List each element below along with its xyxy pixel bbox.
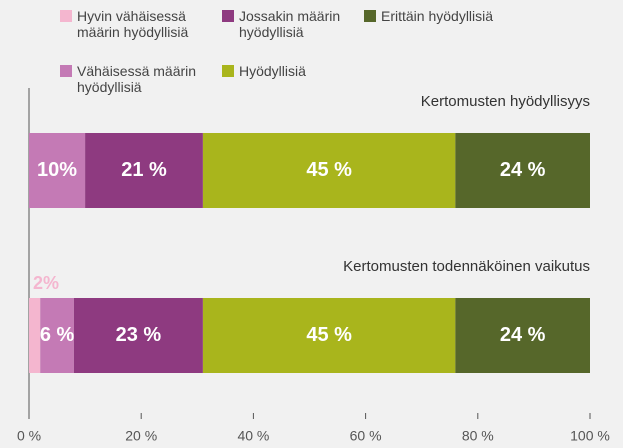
legend-item: Jossakin määrin hyödyllisiä <box>222 8 342 40</box>
bar-segment <box>73 298 203 373</box>
legend-item: Hyvin vähäisessä määrin hyödyllisiä <box>60 8 200 40</box>
legend-label: Vähäisessä määrin hyödyllisiä <box>77 63 197 95</box>
legend-swatch <box>364 10 376 22</box>
x-tick-label: 40 % <box>237 428 269 444</box>
legend-item: Hyödyllisiä <box>222 63 342 79</box>
data-label: 10% <box>37 159 77 181</box>
category-label: Kertomusten todennäköinen vaikutus <box>343 258 590 275</box>
data-label: 45 % <box>306 324 352 346</box>
x-tick-label: 80 % <box>462 428 494 444</box>
legend-item: Vähäisessä määrin hyödyllisiä <box>60 63 200 95</box>
bar-segment <box>455 133 590 208</box>
x-tick-label: 60 % <box>350 428 382 444</box>
data-label: 24 % <box>500 159 546 181</box>
x-tick-label: 20 % <box>125 428 157 444</box>
data-label: 45 % <box>306 159 352 181</box>
data-label: 2% <box>33 273 59 293</box>
bar-segment <box>29 133 86 208</box>
legend-swatch <box>60 10 72 22</box>
legend-swatch <box>60 65 72 77</box>
data-label: 23 % <box>116 324 162 346</box>
data-label: 6 % <box>40 324 75 346</box>
data-label: 24 % <box>500 324 546 346</box>
bar-segment <box>29 298 41 373</box>
legend-item: Erittäin hyödyllisiä <box>364 8 524 24</box>
legend-label: Jossakin määrin hyödyllisiä <box>239 8 341 40</box>
data-label: 21 % <box>121 159 167 181</box>
x-tick-label: 100 % <box>570 428 610 444</box>
category-label: Kertomusten hyödyllisyys <box>421 93 590 110</box>
legend-swatch <box>222 10 234 22</box>
legend-label: Hyödyllisiä <box>239 63 306 79</box>
x-tick-label: 0 % <box>17 428 41 444</box>
bar-segment <box>202 133 456 208</box>
legend-label: Erittäin hyödyllisiä <box>381 8 494 24</box>
legend-swatch <box>222 65 234 77</box>
legend-label: Hyvin vähäisessä määrin hyödyllisiä <box>77 8 189 40</box>
bar-segment <box>85 133 203 208</box>
bar-segment <box>202 298 456 373</box>
bar-segment <box>455 298 590 373</box>
bar-segment <box>40 298 74 373</box>
